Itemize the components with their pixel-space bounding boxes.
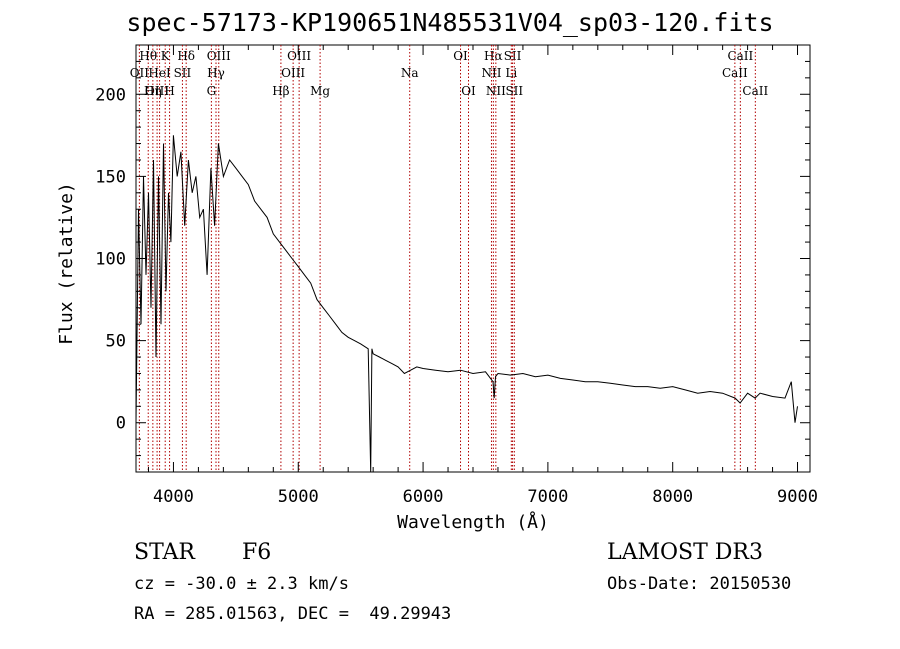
survey-name: LAMOST DR3 [607, 540, 763, 565]
x-tick-label: 5000 [278, 487, 319, 507]
plot-frame [135, 44, 811, 473]
chart-title: spec-57173-KP190651N485531V04_sp03-120.f… [126, 8, 774, 37]
line-label: OI [461, 84, 476, 98]
line-label: OII [130, 66, 150, 80]
line-label: Li [505, 66, 517, 80]
line-label: Hη [144, 84, 162, 98]
line-label: HeI [148, 66, 171, 80]
line-label: SII [505, 84, 523, 98]
line-label: Na [401, 66, 419, 80]
y-tick-label: 50 [106, 332, 126, 352]
line-label: K [161, 49, 171, 63]
line-label: CaII [742, 84, 768, 98]
line-label: Hθ [139, 49, 157, 63]
line-label: CaII [727, 49, 753, 63]
x-tick-label: 9000 [777, 487, 818, 507]
line-label: OIII [281, 66, 305, 80]
object-class: STAR [134, 540, 195, 565]
y-tick-label: 100 [95, 250, 126, 270]
line-label: Hγ [207, 66, 225, 80]
line-label: OIII [287, 49, 311, 63]
line-label: NII [486, 84, 506, 98]
y-axis-label: Flux (relative) [56, 182, 77, 345]
ra-dec-text: RA = 285.01563, DEC = 49.29943 [134, 604, 452, 624]
line-label: OIII [207, 49, 231, 63]
redshift-text: cz = -30.0 ± 2.3 km/s [134, 574, 349, 594]
obs-date-text: Obs-Date: 20150530 [607, 574, 792, 594]
line-label: OIII [145, 84, 169, 98]
y-tick-label: 150 [95, 167, 126, 187]
line-label: SII [504, 49, 522, 63]
line-label: CaII [722, 66, 748, 80]
spectrum-line [135, 135, 798, 473]
line-label: G [207, 84, 217, 98]
x-tick-label: 7000 [527, 487, 568, 507]
line-label: OI [453, 49, 468, 63]
object-subclass: F6 [242, 540, 272, 565]
line-label: NII [481, 66, 501, 80]
line-label: Hδ [177, 49, 195, 63]
x-tick-label: 4000 [153, 487, 194, 507]
x-tick-label: 6000 [403, 487, 444, 507]
y-tick-label: 0 [116, 414, 126, 434]
y-tick-label: 200 [95, 85, 126, 105]
line-label: H [164, 84, 174, 98]
line-label: Hβ [272, 84, 289, 98]
x-axis-label: Wavelength (Å) [397, 511, 549, 533]
line-label: Hα [484, 49, 503, 63]
line-label: Mg [310, 84, 330, 98]
line-label: SII [174, 66, 192, 80]
x-tick-label: 8000 [652, 487, 693, 507]
